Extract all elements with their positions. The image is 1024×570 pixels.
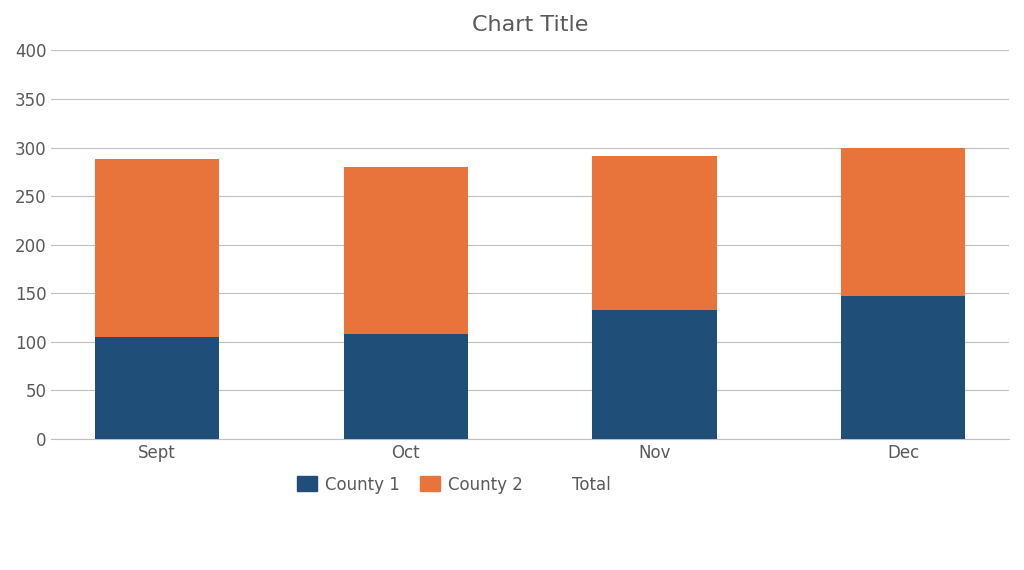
Bar <box>95 337 219 439</box>
Title: Chart Title: Chart Title <box>472 15 589 35</box>
Legend: County 1, County 2, Total: County 1, County 2, Total <box>290 469 617 500</box>
Bar <box>593 156 717 310</box>
Bar <box>841 148 966 296</box>
Bar <box>95 159 219 337</box>
Bar <box>344 334 468 439</box>
Bar <box>841 296 966 439</box>
Bar <box>593 310 717 439</box>
Bar <box>344 167 468 334</box>
